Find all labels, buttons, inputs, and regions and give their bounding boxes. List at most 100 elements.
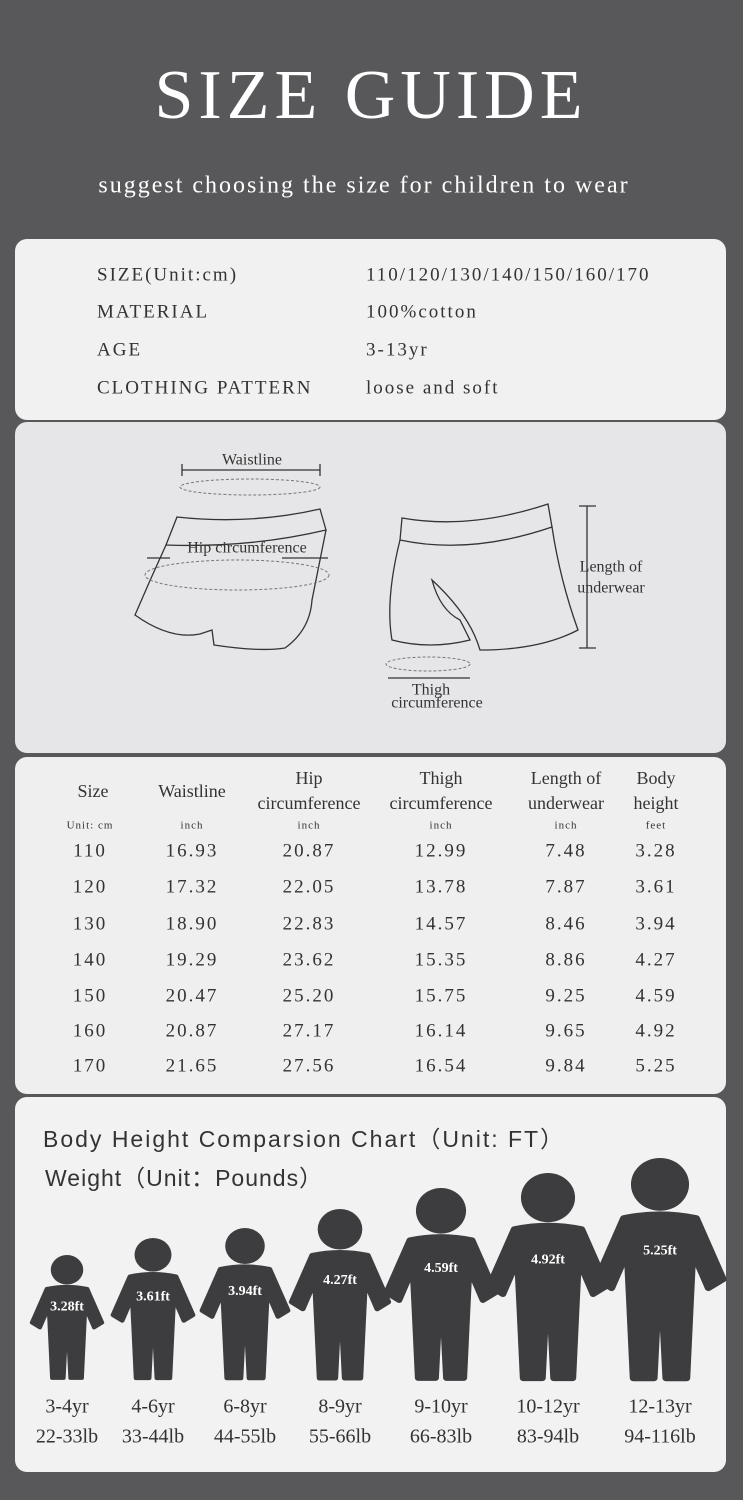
person-head xyxy=(134,1238,172,1272)
column-header: circumference xyxy=(258,793,361,813)
length-label: underwear xyxy=(577,580,645,597)
person-figure xyxy=(29,1255,105,1380)
column-unit: inch xyxy=(298,820,321,832)
table-cell: 20.47 xyxy=(166,985,219,1006)
person-body xyxy=(110,1271,196,1381)
table-cell: 3.28 xyxy=(635,840,676,861)
weight-label: 22-33lb xyxy=(36,1426,98,1448)
table-cell: 160 xyxy=(73,1020,108,1041)
column-header: Waistline xyxy=(158,781,226,801)
person-figure xyxy=(383,1188,499,1381)
table-cell: 140 xyxy=(73,949,108,970)
person-body xyxy=(199,1264,291,1381)
specs-panel xyxy=(15,239,726,420)
column-header: circumference xyxy=(390,793,493,813)
column-header: underwear xyxy=(528,793,604,813)
table-cell: 16.54 xyxy=(415,1055,468,1076)
table-cell: 14.57 xyxy=(415,913,468,934)
age-label: 3-4yr xyxy=(45,1396,89,1418)
person-head xyxy=(630,1158,690,1211)
person-body xyxy=(288,1249,392,1381)
table-cell: 25.20 xyxy=(283,985,336,1006)
weight-label: 83-94lb xyxy=(517,1426,579,1448)
table-cell: 9.65 xyxy=(545,1020,586,1041)
weight-label: 94-116lb xyxy=(624,1426,695,1448)
table-cell: 110 xyxy=(73,840,107,861)
column-unit: feet xyxy=(646,820,666,832)
column-header: Size xyxy=(78,781,109,801)
column-unit: inch xyxy=(555,820,578,832)
spec-label: MATERIAL xyxy=(97,301,209,322)
spec-label: AGE xyxy=(97,339,142,360)
column-header: Hip xyxy=(296,768,323,788)
column-header: Body xyxy=(636,768,675,788)
subtitle: suggest choosing the size for children t… xyxy=(98,173,629,199)
height-label: 4.92ft xyxy=(531,1252,565,1267)
person-figure xyxy=(199,1228,291,1381)
table-cell: 15.35 xyxy=(415,949,468,970)
height-label: 3.94ft xyxy=(228,1284,262,1299)
title: SIZE GUIDE xyxy=(155,57,588,134)
table-cell: 27.17 xyxy=(283,1020,336,1041)
table-cell: 120 xyxy=(73,876,108,897)
table-cell: 4.59 xyxy=(635,985,676,1006)
person-body xyxy=(29,1284,105,1380)
table-cell: 7.48 xyxy=(545,840,586,861)
person-figure xyxy=(110,1238,196,1381)
table-cell: 5.25 xyxy=(635,1055,676,1076)
person-head xyxy=(225,1228,265,1264)
age-label: 12-13yr xyxy=(628,1396,692,1418)
table-cell: 20.87 xyxy=(283,840,336,861)
hip-label: Hip circumference xyxy=(187,540,306,557)
height-label: 3.28ft xyxy=(50,1299,84,1314)
table-cell: 8.86 xyxy=(545,949,586,970)
table-cell: 16.93 xyxy=(166,840,219,861)
table-panel xyxy=(15,757,726,1094)
table-cell: 19.29 xyxy=(166,949,219,970)
person-body xyxy=(383,1234,499,1381)
table-cell: 13.78 xyxy=(415,876,468,897)
table-cell: 150 xyxy=(73,985,108,1006)
column-header: height xyxy=(634,793,679,813)
height-label: 5.25ft xyxy=(643,1244,677,1259)
age-label: 8-9yr xyxy=(318,1396,362,1418)
waistline-label: Waistline xyxy=(222,452,282,469)
table-cell: 23.62 xyxy=(283,949,336,970)
weight-label: 33-44lb xyxy=(122,1426,184,1448)
person-figure xyxy=(288,1209,392,1381)
age-label: 9-10yr xyxy=(414,1396,468,1418)
table-cell: 4.92 xyxy=(635,1020,676,1041)
weight-label: 66-83lb xyxy=(410,1426,472,1448)
table-cell: 9.84 xyxy=(545,1055,586,1076)
column-unit: inch xyxy=(181,820,204,832)
height-label: 3.61ft xyxy=(136,1290,170,1305)
person-head xyxy=(415,1188,467,1234)
table-cell: 17.32 xyxy=(166,876,219,897)
age-label: 4-6yr xyxy=(131,1396,175,1418)
column-unit: Unit: cm xyxy=(67,820,114,832)
person-figure xyxy=(485,1173,611,1382)
person-figure xyxy=(593,1158,727,1382)
table-cell: 21.65 xyxy=(166,1055,219,1076)
spec-value: 110/120/130/140/150/160/170 xyxy=(366,264,650,285)
spec-value: loose and soft xyxy=(366,377,500,398)
table-cell: 18.90 xyxy=(166,913,219,934)
person-body xyxy=(485,1222,611,1382)
table-cell: 20.87 xyxy=(166,1020,219,1041)
spec-label: SIZE(Unit:cm) xyxy=(97,264,238,285)
column-header: Thigh xyxy=(420,768,463,788)
table-cell: 170 xyxy=(73,1055,108,1076)
spec-label: CLOTHING PATTERN xyxy=(97,377,313,398)
column-header: Length of xyxy=(531,768,601,788)
spec-value: 3-13yr xyxy=(366,339,429,360)
weight-label: 55-66lb xyxy=(309,1426,371,1448)
person-head xyxy=(520,1173,576,1223)
table-cell: 130 xyxy=(73,913,108,934)
table-cell: 12.99 xyxy=(415,840,468,861)
table-cell: 22.05 xyxy=(283,876,336,897)
table-cell: 7.87 xyxy=(545,876,586,897)
person-body xyxy=(593,1211,727,1382)
shorts-diagram xyxy=(134,464,596,679)
table-cell: 9.25 xyxy=(545,985,586,1006)
